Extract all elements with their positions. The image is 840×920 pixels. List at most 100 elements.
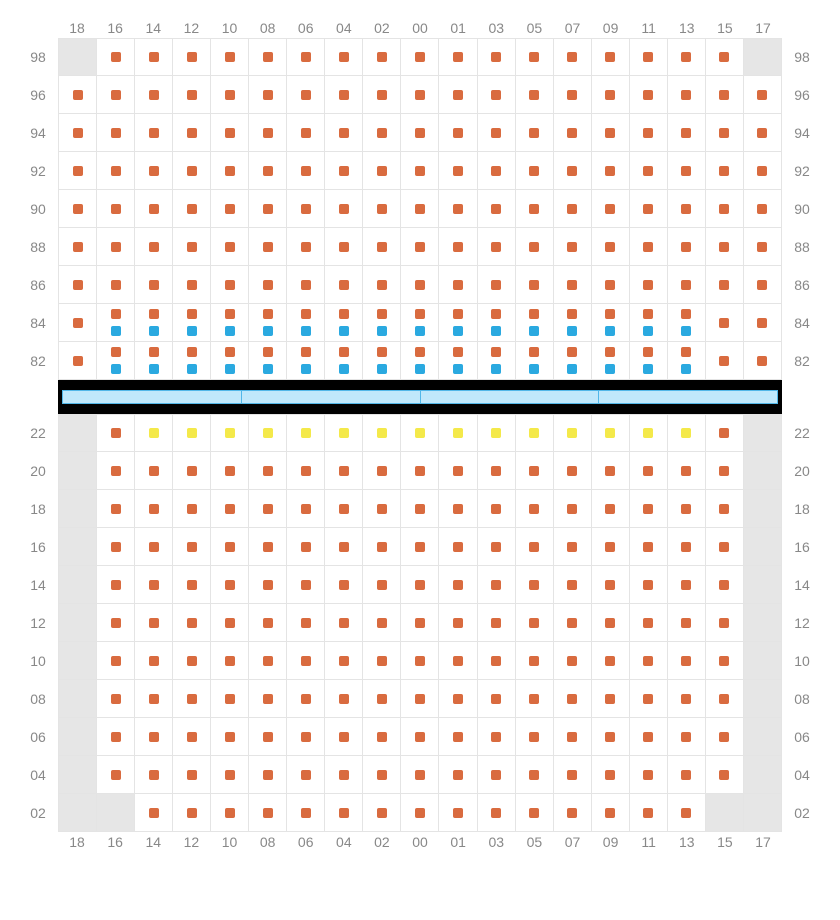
- seat[interactable]: [681, 280, 691, 290]
- seat[interactable]: [643, 166, 653, 176]
- seat[interactable]: [567, 52, 577, 62]
- seat[interactable]: [719, 128, 729, 138]
- seat[interactable]: [301, 90, 311, 100]
- seat[interactable]: [643, 618, 653, 628]
- seat[interactable]: [225, 542, 235, 552]
- seat[interactable]: [73, 356, 83, 366]
- seat[interactable]: [377, 326, 387, 336]
- seat[interactable]: [377, 466, 387, 476]
- seat[interactable]: [187, 808, 197, 818]
- seat[interactable]: [225, 90, 235, 100]
- seat[interactable]: [339, 504, 349, 514]
- seat[interactable]: [339, 309, 349, 319]
- seat[interactable]: [491, 694, 501, 704]
- seat[interactable]: [681, 309, 691, 319]
- seat[interactable]: [225, 504, 235, 514]
- seat[interactable]: [681, 618, 691, 628]
- seat[interactable]: [719, 204, 729, 214]
- seat[interactable]: [111, 428, 121, 438]
- seat[interactable]: [187, 504, 197, 514]
- seat[interactable]: [111, 309, 121, 319]
- seat[interactable]: [605, 90, 615, 100]
- seat[interactable]: [681, 580, 691, 590]
- seat[interactable]: [339, 770, 349, 780]
- seat[interactable]: [225, 580, 235, 590]
- seat[interactable]: [719, 356, 729, 366]
- seat[interactable]: [187, 52, 197, 62]
- seat[interactable]: [719, 90, 729, 100]
- seat[interactable]: [605, 326, 615, 336]
- seat[interactable]: [225, 694, 235, 704]
- seat[interactable]: [339, 128, 349, 138]
- seat[interactable]: [529, 618, 539, 628]
- seat[interactable]: [529, 580, 539, 590]
- seat[interactable]: [643, 326, 653, 336]
- seat[interactable]: [415, 280, 425, 290]
- seat[interactable]: [263, 52, 273, 62]
- seat[interactable]: [149, 52, 159, 62]
- seat[interactable]: [643, 770, 653, 780]
- seat[interactable]: [453, 770, 463, 780]
- seat[interactable]: [567, 309, 577, 319]
- seat[interactable]: [301, 309, 311, 319]
- seat[interactable]: [719, 732, 729, 742]
- seat[interactable]: [453, 204, 463, 214]
- seat[interactable]: [187, 542, 197, 552]
- seat[interactable]: [567, 808, 577, 818]
- seat[interactable]: [377, 280, 387, 290]
- seat[interactable]: [529, 656, 539, 666]
- seat[interactable]: [643, 656, 653, 666]
- seat[interactable]: [377, 770, 387, 780]
- seat[interactable]: [567, 347, 577, 357]
- seat[interactable]: [377, 656, 387, 666]
- seat[interactable]: [301, 694, 311, 704]
- seat[interactable]: [643, 128, 653, 138]
- seat[interactable]: [301, 732, 311, 742]
- seat[interactable]: [643, 466, 653, 476]
- seat[interactable]: [491, 90, 501, 100]
- seat[interactable]: [605, 166, 615, 176]
- seat[interactable]: [453, 90, 463, 100]
- seat[interactable]: [643, 52, 653, 62]
- seat[interactable]: [491, 326, 501, 336]
- seat[interactable]: [453, 128, 463, 138]
- seat[interactable]: [643, 204, 653, 214]
- seat[interactable]: [681, 347, 691, 357]
- seat[interactable]: [529, 90, 539, 100]
- seat[interactable]: [605, 204, 615, 214]
- seat[interactable]: [149, 326, 159, 336]
- seat[interactable]: [377, 166, 387, 176]
- seat[interactable]: [263, 204, 273, 214]
- seat[interactable]: [757, 356, 767, 366]
- seat[interactable]: [301, 204, 311, 214]
- seat[interactable]: [415, 128, 425, 138]
- seat[interactable]: [73, 204, 83, 214]
- seat[interactable]: [757, 204, 767, 214]
- seat[interactable]: [681, 242, 691, 252]
- seat[interactable]: [415, 808, 425, 818]
- seat[interactable]: [339, 347, 349, 357]
- seat[interactable]: [149, 309, 159, 319]
- seat[interactable]: [453, 542, 463, 552]
- seat[interactable]: [225, 656, 235, 666]
- seat[interactable]: [339, 166, 349, 176]
- seat[interactable]: [567, 90, 577, 100]
- seat[interactable]: [529, 242, 539, 252]
- seat[interactable]: [187, 90, 197, 100]
- seat[interactable]: [187, 428, 197, 438]
- seat[interactable]: [415, 347, 425, 357]
- seat[interactable]: [719, 542, 729, 552]
- seat[interactable]: [643, 732, 653, 742]
- seat[interactable]: [681, 326, 691, 336]
- seat[interactable]: [681, 204, 691, 214]
- seat[interactable]: [415, 364, 425, 374]
- seat[interactable]: [339, 542, 349, 552]
- seat[interactable]: [415, 166, 425, 176]
- seat[interactable]: [757, 128, 767, 138]
- seat[interactable]: [681, 428, 691, 438]
- seat[interactable]: [377, 542, 387, 552]
- seat[interactable]: [301, 428, 311, 438]
- seat[interactable]: [111, 580, 121, 590]
- seat[interactable]: [149, 90, 159, 100]
- seat[interactable]: [719, 466, 729, 476]
